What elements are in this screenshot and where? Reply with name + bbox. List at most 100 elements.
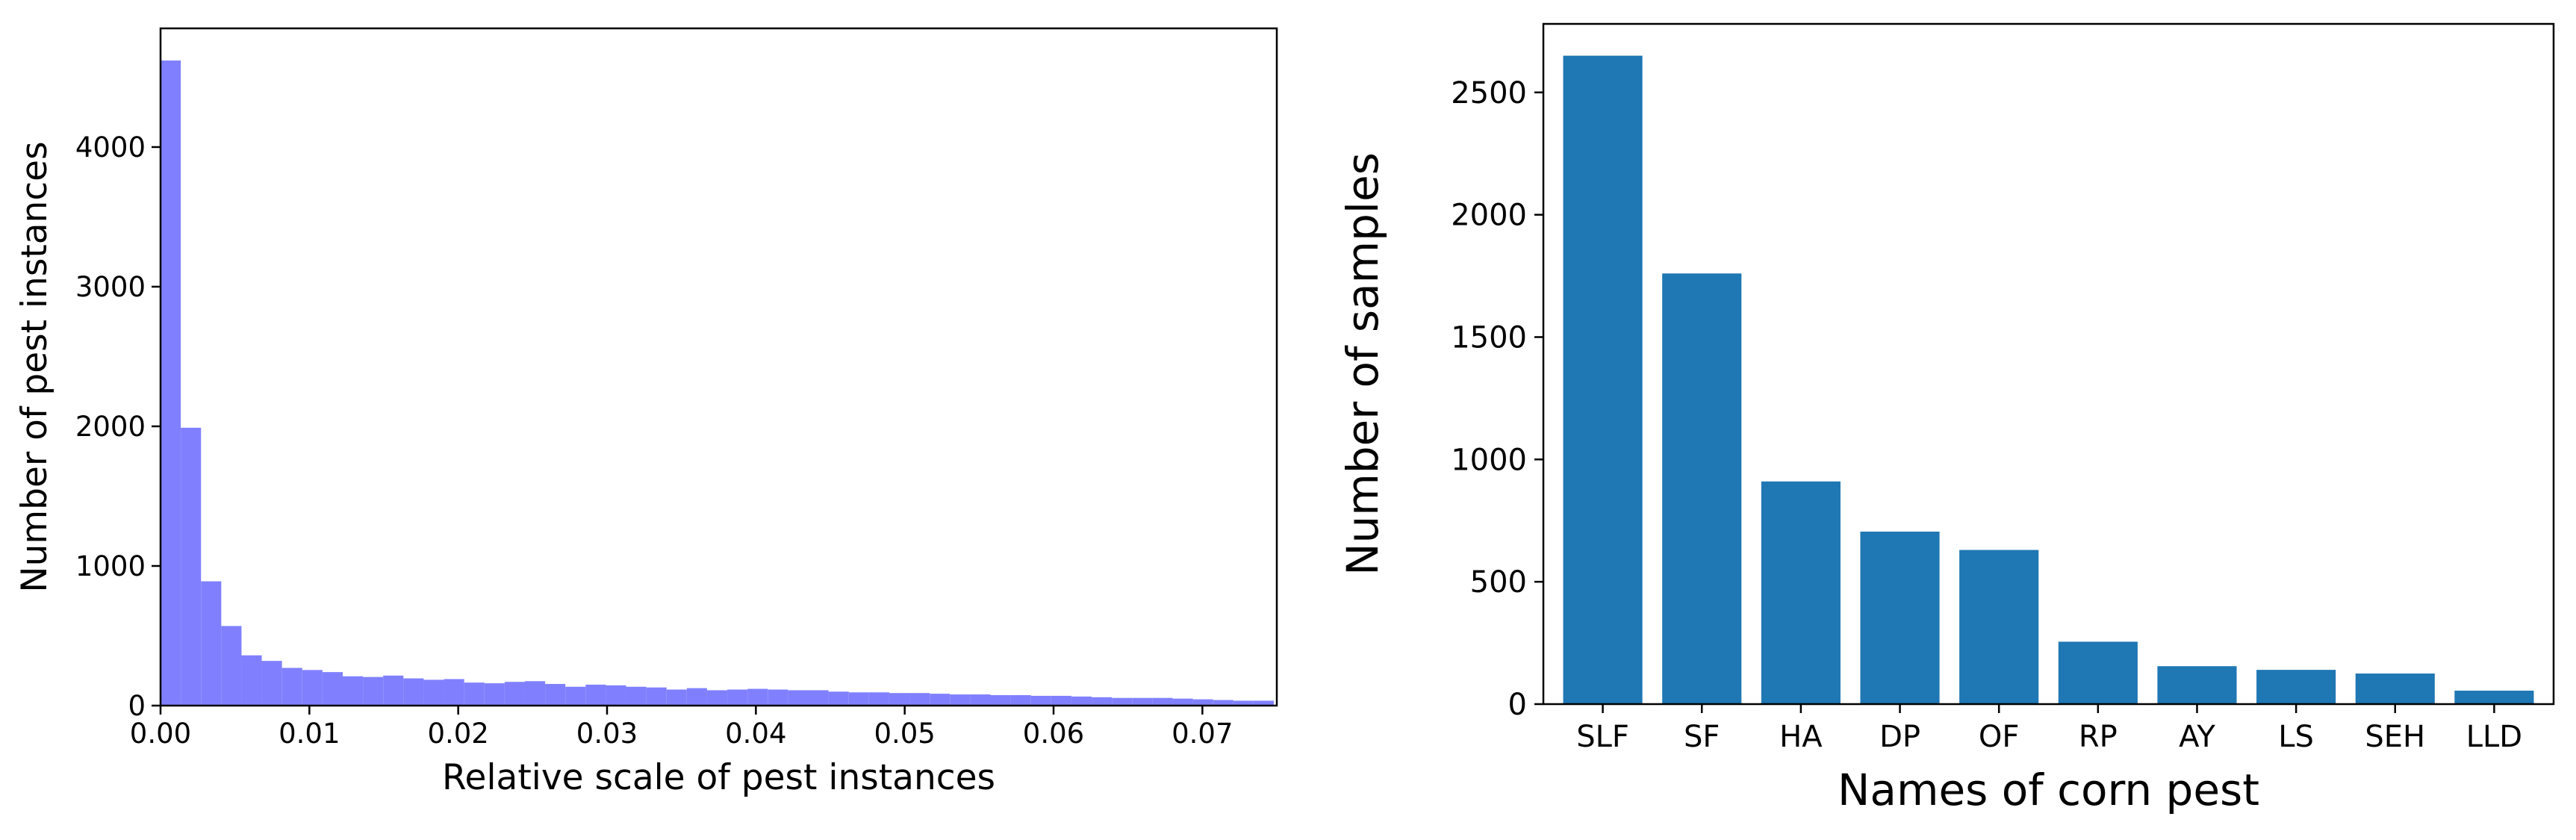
histogram-x-tick-label: 0.06 — [1023, 718, 1084, 750]
histogram-bin — [383, 675, 404, 706]
histogram-bin — [1051, 695, 1071, 706]
histogram-plot-frame — [159, 27, 1278, 707]
histogram-bin — [1213, 700, 1233, 706]
histogram-bin — [889, 693, 910, 706]
bar-slf — [1563, 55, 1643, 705]
bar-ls — [2256, 670, 2336, 704]
histogram-y-tick-label: 0 — [128, 690, 146, 722]
bar-chart-y-ticks: 0 500 1000 1500 2000 2500 — [1451, 76, 1543, 722]
histogram-bin — [423, 679, 444, 706]
histogram-bin — [706, 690, 728, 706]
histogram-x-tick-label: 0.05 — [874, 718, 935, 750]
histogram-bin — [181, 427, 202, 706]
histogram-bars — [161, 60, 1275, 706]
histogram-bin — [808, 690, 829, 706]
histogram-x-tick-label: 0.00 — [130, 718, 191, 750]
bar-chart-y-tick-label: 2000 — [1451, 199, 1527, 233]
histogram-y-tick-label: 3000 — [75, 271, 146, 303]
histogram-bin — [747, 688, 768, 706]
histogram-bin — [1092, 697, 1113, 706]
bar-lld — [2454, 690, 2534, 704]
histogram-bin — [788, 690, 809, 706]
bar-chart-x-tick-label: AY — [2179, 720, 2215, 754]
histogram-bin — [909, 693, 930, 706]
histogram-x-tick-label: 0.07 — [1172, 718, 1233, 750]
histogram-bin — [768, 689, 788, 706]
histogram-bin — [1010, 694, 1031, 706]
histogram-x-tick-label: 0.01 — [279, 718, 340, 750]
histogram-chart: 0.00 0.01 0.02 0.03 0.04 0.05 0.06 0.07 0 1000 20… — [0, 0, 1288, 836]
histogram-bin — [545, 684, 566, 706]
bar-chart-x-ticks: SLF SF HA DP OF RP AY LS SEH LLD — [1576, 704, 2522, 754]
histogram-bin — [302, 670, 323, 706]
bar-chart-x-tick-label: SF — [1684, 720, 1720, 754]
histogram-bin — [464, 682, 485, 706]
histogram-bin — [828, 691, 849, 706]
bar-chart-y-tick-label: 500 — [1470, 565, 1527, 600]
histogram-bin — [1233, 700, 1254, 706]
histogram-x-tick-label: 0.04 — [725, 718, 786, 750]
histogram-bin — [585, 684, 606, 706]
histogram-bin — [646, 687, 667, 706]
bar-chart-x-tick-label: LLD — [2466, 720, 2522, 754]
histogram-bin — [201, 581, 222, 706]
bar-of — [1959, 550, 2039, 704]
bar-chart-y-tick-label: 1500 — [1451, 320, 1527, 355]
histogram-bin — [363, 676, 384, 706]
histogram-bin — [261, 661, 282, 706]
bar-ha — [1761, 481, 1841, 704]
histogram-bin — [950, 694, 971, 706]
bar-ay — [2157, 666, 2237, 704]
histogram-bin — [1192, 699, 1213, 706]
histogram-x-axis-label: Relative scale of pest instances — [442, 757, 995, 798]
bar-chart-plot-frame — [1542, 22, 2555, 706]
bar-dp — [1860, 531, 1940, 704]
histogram-y-ticks: 0 1000 2000 3000 4000 — [75, 131, 161, 722]
histogram-bin — [848, 692, 869, 706]
histogram-svg: 0.00 0.01 0.02 0.03 0.04 0.05 0.06 0.07 0 1000 20… — [14, 27, 1278, 798]
histogram-bin — [221, 626, 242, 706]
histogram-bin — [161, 60, 181, 706]
bar-chart: SLF SF HA DP OF RP AY LS SEH LLD 0 500 1000 1500 2000… — [1288, 0, 2576, 836]
bar-chart-x-tick-label: HA — [1779, 720, 1823, 754]
histogram-x-tick-label: 0.02 — [427, 718, 488, 750]
histogram-bin — [504, 682, 525, 706]
histogram-bin — [1112, 697, 1133, 706]
histogram-bin — [990, 694, 1011, 706]
bar-chart-x-axis-label: Names of corn pest — [1838, 765, 2259, 815]
bar-chart-x-tick-label: DP — [1879, 720, 1920, 754]
histogram-bin — [1152, 697, 1173, 706]
bar-chart-x-tick-label: SEH — [2365, 720, 2425, 754]
histogram-y-tick-label: 4000 — [75, 131, 146, 164]
bar-chart-bars — [1563, 55, 2534, 705]
histogram-bin — [322, 672, 343, 706]
histogram-bin — [930, 694, 951, 706]
histogram-x-ticks: 0.00 0.01 0.02 0.03 0.04 0.05 0.06 0.07 — [130, 706, 1233, 750]
bar-chart-x-tick-label: RP — [2079, 720, 2118, 754]
histogram-y-axis-label: Number of pest instances — [14, 141, 55, 592]
histogram-bin — [1030, 695, 1051, 706]
bar-chart-x-tick-label: LS — [2278, 720, 2314, 754]
bar-chart-y-tick-label: 0 — [1508, 688, 1527, 722]
histogram-bin — [444, 679, 464, 706]
bar-sf — [1662, 273, 1742, 704]
histogram-bin — [686, 688, 707, 706]
histogram-bin — [727, 689, 748, 706]
bar-chart-y-axis-label: Number of samples — [1337, 152, 1388, 576]
histogram-bin — [565, 686, 586, 706]
histogram-bin — [606, 685, 626, 706]
bar-chart-svg: SLF SF HA DP OF RP AY LS SEH LLD 0 500 1000 1500 2000… — [1337, 22, 2555, 815]
bar-chart-y-tick-label: 1000 — [1451, 443, 1527, 477]
histogram-bin — [868, 692, 889, 706]
histogram-bin — [241, 655, 262, 706]
histogram-bin — [524, 681, 546, 706]
histogram-bin — [484, 683, 505, 706]
bar-chart-x-tick-label: SLF — [1576, 720, 1629, 754]
bar-chart-x-tick-label: OF — [1979, 720, 2020, 754]
bar-rp — [2058, 641, 2138, 704]
histogram-bin — [342, 676, 364, 706]
bar-seh — [2355, 673, 2435, 704]
histogram-bin — [403, 678, 424, 706]
histogram-bin — [281, 668, 302, 706]
histogram-bin — [1132, 697, 1153, 706]
